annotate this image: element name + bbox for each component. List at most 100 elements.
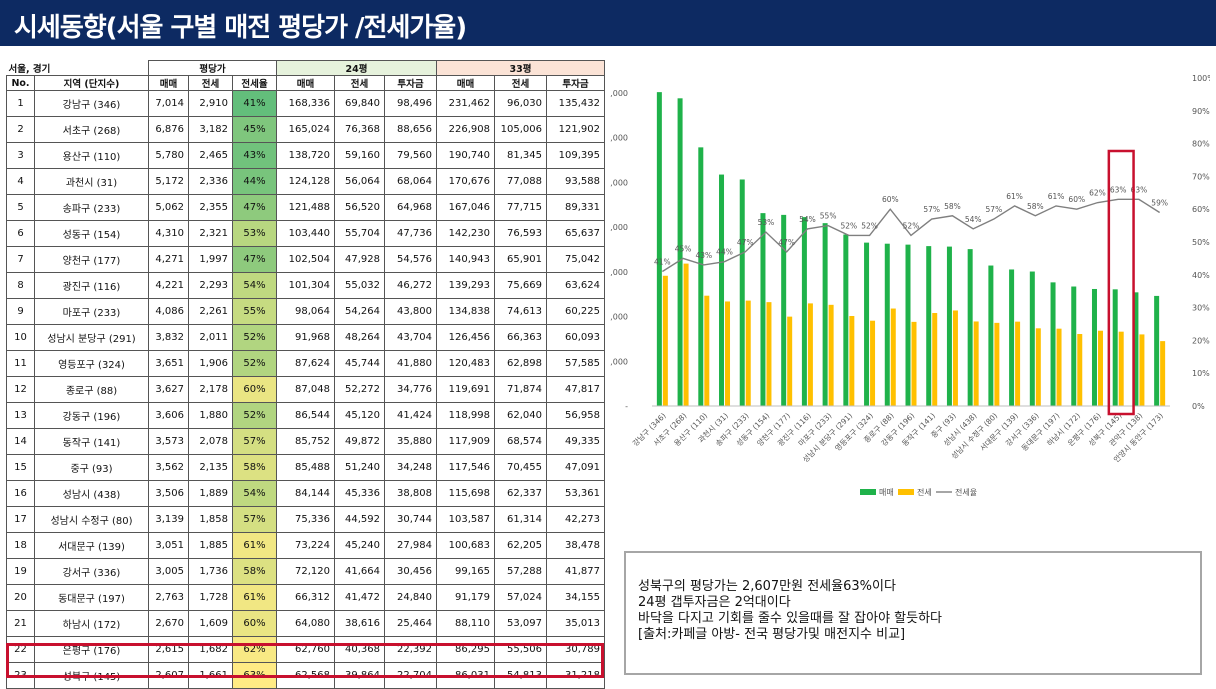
bar-jeonse [952,310,958,406]
cell-j33: 57,288 [494,558,547,585]
cell-s33: 170,676 [436,168,495,195]
cell-i24: 30,744 [384,506,437,533]
cell-region: 성남시 수정구 (80) [34,506,149,533]
cell-i33: 42,273 [546,506,605,533]
table-row: 12 종로구 (88) 3,627 2,178 60% 87,048 52,272 34,77… [6,376,605,403]
cell-s24: 84,144 [276,480,335,507]
cell-no: 16 [6,480,35,507]
cell-sale: 7,014 [148,90,189,117]
cell-i33: 53,361 [546,480,605,507]
cell-j33: 76,593 [494,220,547,247]
cell-jeonse: 2,178 [188,376,233,403]
cell-no: 15 [6,454,35,481]
cell-s33: 103,587 [436,506,495,533]
cell-s33: 226,908 [436,116,495,143]
cell-rate: 54% [232,272,277,299]
cell-i33: 47,091 [546,454,605,481]
y-left-tick: 2,000 [610,313,628,322]
rate-data-label: 54% [799,215,816,224]
cell-j33: 77,715 [494,194,547,221]
cell-i24: 38,808 [384,480,437,507]
rate-data-label: 57% [986,205,1003,214]
cell-i33: 35,013 [546,610,605,637]
cell-s24: 66,312 [276,584,335,611]
cell-no: 1 [6,90,35,117]
cell-sale: 2,763 [148,584,189,611]
cell-region: 광진구 (116) [34,272,149,299]
cell-jeonse: 1,997 [188,246,233,273]
cell-s24: 86,544 [276,402,335,429]
cell-j24: 55,704 [334,220,385,247]
cell-rate: 61% [232,532,277,559]
bar-sale [1009,269,1015,406]
cell-rate: 41% [232,90,277,117]
cell-s33: 100,683 [436,532,495,559]
cell-rate: 52% [232,324,277,351]
group-header-pyeong: 평당가 [148,60,277,76]
price-table: 서울, 경기 평당가 24평 33평 No. 지역 (단지수) 매매 전세 전세율 매매 전… [6,60,605,689]
cell-i24: 98,496 [384,90,437,117]
cell-j33: 74,613 [494,298,547,325]
cell-no: 17 [6,506,35,533]
cell-no: 5 [6,194,35,221]
bar-jeonse [807,303,813,406]
cell-region: 동대문구 (197) [34,584,149,611]
cell-sale: 3,051 [148,532,189,559]
cell-s24: 64,080 [276,610,335,637]
bar-sale [884,243,890,406]
cell-region: 강동구 (196) [34,402,149,429]
bar-sale [656,92,662,406]
cell-jeonse: 2,135 [188,454,233,481]
bar-jeonse [1160,341,1166,406]
cell-jeonse: 2,321 [188,220,233,247]
cell-j33: 65,901 [494,246,547,273]
note-line: 바닥을 다지고 기회를 줄수 있을때를 잘 잡아야 할듯하다 [638,611,943,626]
cell-region: 서대문구 (139) [34,532,149,559]
legend-label-rate: 전세율 [955,487,977,497]
rate-data-label: 41% [654,258,671,267]
cell-no: 3 [6,142,35,169]
table-row: 16 성남시 (438) 3,506 1,889 54% 84,144 45,336 38,8… [6,480,605,507]
cell-sale: 4,271 [148,246,189,273]
cell-jeonse: 1,858 [188,506,233,533]
cell-s33: 140,943 [436,246,495,273]
cell-i24: 79,560 [384,142,437,169]
rate-data-label: 61% [1006,192,1023,201]
price-chart: - 1,000 2,000 3,000 4,000 5,000 6,000 7,000 0% 10… [610,74,1210,497]
rate-data-label: 45% [675,244,692,253]
cell-rate: 43% [232,142,277,169]
cell-rate: 58% [232,454,277,481]
bar-sale [1091,288,1097,406]
cell-j24: 45,744 [334,350,385,377]
bar-jeonse [828,304,834,406]
rate-data-label: 58% [1027,202,1044,211]
cell-j33: 62,205 [494,532,547,559]
cell-i33: 93,588 [546,168,605,195]
rate-data-label: 53% [758,218,775,227]
rate-data-label: 52% [841,221,858,230]
cell-no: 2 [6,116,35,143]
cell-j24: 69,840 [334,90,385,117]
legend-swatch-sale [860,489,876,495]
cell-s33: 120,483 [436,350,495,377]
legend-label-jeonse: 전세 [917,487,932,497]
cell-rate: 62% [232,636,277,663]
rate-data-label: 62% [1089,189,1106,198]
cell-i33: 89,331 [546,194,605,221]
cell-s24: 98,064 [276,298,335,325]
cell-sale: 3,606 [148,402,189,429]
page-title: 시세동향(서울 구별 매전 평당가 /전세가율) [14,13,467,43]
y-right-tick: 20% [1192,336,1210,345]
cell-region: 하남시 (172) [34,610,149,637]
cell-i33: 38,478 [546,532,605,559]
cell-rate: 47% [232,246,277,273]
cell-i24: 64,968 [384,194,437,221]
cell-sale: 3,627 [148,376,189,403]
bar-jeonse [1035,328,1041,406]
cell-i24: 34,248 [384,454,437,481]
table-row: 15 중구 (93) 3,562 2,135 58% 85,488 51,240 34,248… [6,454,605,481]
cell-i24: 27,984 [384,532,437,559]
cell-s24: 62,760 [276,636,335,663]
cell-j24: 54,264 [334,298,385,325]
rate-data-label: 59% [1151,198,1168,207]
